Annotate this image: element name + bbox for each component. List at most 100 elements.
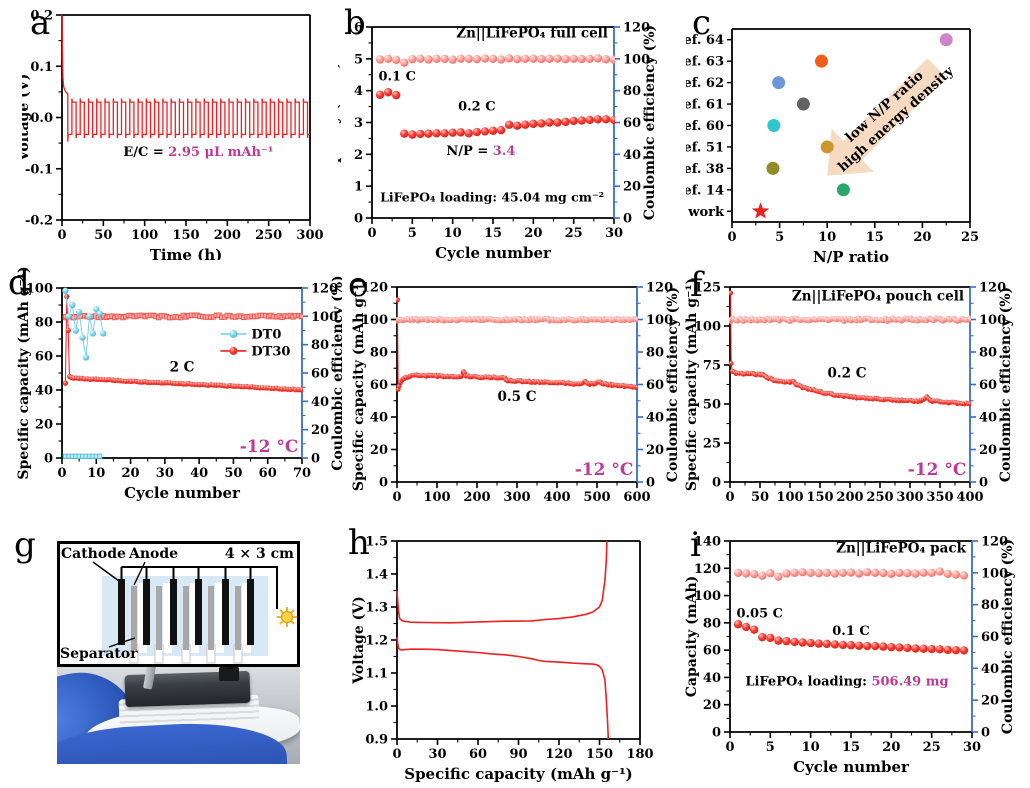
series-capacity-0.2C [729, 290, 971, 407]
svg-text:15: 15 [866, 230, 884, 245]
y-axis-label: Capacity (mAh) [338, 62, 342, 184]
svg-text:3: 3 [354, 116, 363, 131]
svg-text:40: 40 [981, 662, 999, 677]
legend: DT0 DT30 [220, 327, 290, 359]
x-axis-label: N/P ratio [813, 248, 889, 264]
svg-text:40: 40 [623, 148, 641, 163]
x-axis: 0 50 100 150 200 250 300 350 400 [725, 482, 984, 505]
svg-text:30: 30 [963, 740, 981, 755]
svg-text:ref. 60: ref. 60 [686, 119, 724, 134]
panel-b: b 0 5 10 15 20 25 30 Cycle number 0 1 2 3 4 5 6 Capacit… [326, 2, 670, 264]
annotation: 2 C [170, 359, 195, 375]
y-axis-right: 0 20 40 60 80 100 120 [637, 281, 673, 491]
svg-text:100: 100 [361, 313, 388, 328]
svg-text:0.9: 0.9 [365, 733, 388, 748]
series-DT0-capacity [62, 453, 103, 459]
cathode-label: Cathode [61, 546, 126, 562]
y-axis-left: 0 20 40 60 80 100 120 140 [694, 535, 730, 741]
svg-text:120: 120 [545, 747, 572, 762]
y-axis-label: Capacity (mAh) [684, 576, 700, 698]
svg-text:180: 180 [626, 747, 653, 762]
bus-wire [120, 566, 278, 609]
plot-frame [396, 540, 641, 740]
svg-text:40: 40 [311, 395, 329, 410]
y-axis-left: -0.2 -0.1 0.0 0.1 0.2 [25, 9, 62, 229]
x-axis: 0 5 10 15 20 25 30 [725, 732, 981, 755]
panel-label-e: e [348, 265, 369, 305]
svg-text:0: 0 [354, 212, 363, 227]
data-point-ref--60 [767, 119, 781, 132]
series-capacity-0.5C [396, 297, 638, 392]
panel-label-d: d [8, 263, 30, 303]
svg-text:0: 0 [712, 726, 721, 741]
annotation: -12 °C [240, 437, 299, 457]
annotation: Zn||LiFePO₄ pouch cell [792, 289, 964, 305]
right-axis-label: Coulombic efficiency (%) [642, 25, 658, 220]
svg-text:100: 100 [694, 320, 721, 335]
svg-text:ref. 51: ref. 51 [686, 140, 724, 155]
svg-text:0: 0 [44, 452, 53, 467]
svg-text:40: 40 [190, 466, 208, 481]
svg-text:ref. 61: ref. 61 [686, 98, 724, 113]
svg-text:200: 200 [836, 490, 863, 505]
svg-text:1: 1 [354, 180, 363, 195]
y-axis-left: 0.9 1.0 1.1 1.2 1.3 1.4 1.5 [365, 535, 397, 748]
svg-text:120: 120 [646, 281, 673, 296]
svg-text:120: 120 [311, 282, 338, 297]
data-point-ref--62 [772, 76, 786, 90]
x-axis-label: Specific capacity (mAh g⁻¹) [404, 765, 633, 783]
svg-text:60: 60 [311, 367, 329, 382]
y-axis-left: 0 20 40 60 80 100 120 [361, 281, 397, 491]
svg-text:120: 120 [623, 21, 650, 36]
svg-text:0: 0 [712, 476, 721, 491]
svg-text:5: 5 [775, 230, 784, 245]
y-axis-label: Specific capacity (mAh g⁻¹) [684, 278, 700, 491]
svg-text:90: 90 [509, 747, 527, 762]
svg-text:15: 15 [484, 226, 502, 241]
svg-text:10: 10 [818, 230, 836, 245]
svg-text:100: 100 [311, 310, 338, 325]
series-capacity-0.2C [400, 115, 615, 139]
series-capacity-0.1C [758, 632, 969, 655]
svg-text:80: 80 [370, 346, 388, 361]
svg-text:80: 80 [703, 616, 721, 631]
x-axis: 0 100 200 300 400 500 600 [392, 482, 651, 505]
svg-text:4: 4 [354, 84, 363, 99]
svg-text:200: 200 [463, 490, 490, 505]
y-axis-left: 0 20 40 60 80 100 [26, 282, 62, 467]
svg-text:5: 5 [354, 52, 363, 67]
svg-text:-0.2: -0.2 [25, 214, 53, 229]
x-axis: 0 5 10 15 20 25 30 [367, 218, 623, 241]
sun-icon [277, 607, 297, 627]
svg-text:6: 6 [354, 21, 363, 36]
svg-text:60: 60 [979, 378, 997, 393]
svg-text:-0.1: -0.1 [25, 162, 53, 177]
x-axis-label: Time (h) [150, 246, 223, 260]
svg-text:60: 60 [370, 378, 388, 393]
separator-label: Separator [60, 646, 138, 662]
svg-text:1.4: 1.4 [365, 568, 388, 583]
svg-text:20: 20 [623, 180, 641, 195]
panel-i: i 0 5 10 15 20 25 30 Cycle number 0 20 40 60 80 100 12… [682, 521, 1030, 788]
panel-label-h: h [348, 523, 370, 563]
chart-voltage-profile: 0 30 60 90 120 150 180 Specific capacity (mAh g… [351, 535, 654, 784]
svg-text:20: 20 [646, 443, 664, 458]
anode-label: Anode [128, 546, 178, 562]
panel-f: f 050100150200250300350400Cycle number02… [682, 260, 1030, 526]
y-axis-right: 0 20 40 60 80 100 120 [972, 535, 1008, 741]
svg-text:15: 15 [842, 740, 860, 755]
svg-text:0: 0 [379, 476, 388, 491]
x-axis-label: Cycle number [124, 484, 241, 502]
series-capacity-0.05C [733, 620, 759, 634]
svg-text:120: 120 [979, 281, 1006, 296]
pouch-cell-photo [57, 667, 300, 764]
separator-strips [138, 583, 251, 653]
svg-text:300: 300 [503, 490, 530, 505]
svg-text:20: 20 [882, 740, 900, 755]
annotation: 0.2 C [458, 99, 496, 114]
svg-text:0.0: 0.0 [30, 111, 53, 126]
annotation: 0.2 C [828, 365, 867, 381]
svg-text:100: 100 [979, 313, 1006, 328]
svg-text:300: 300 [896, 490, 923, 505]
